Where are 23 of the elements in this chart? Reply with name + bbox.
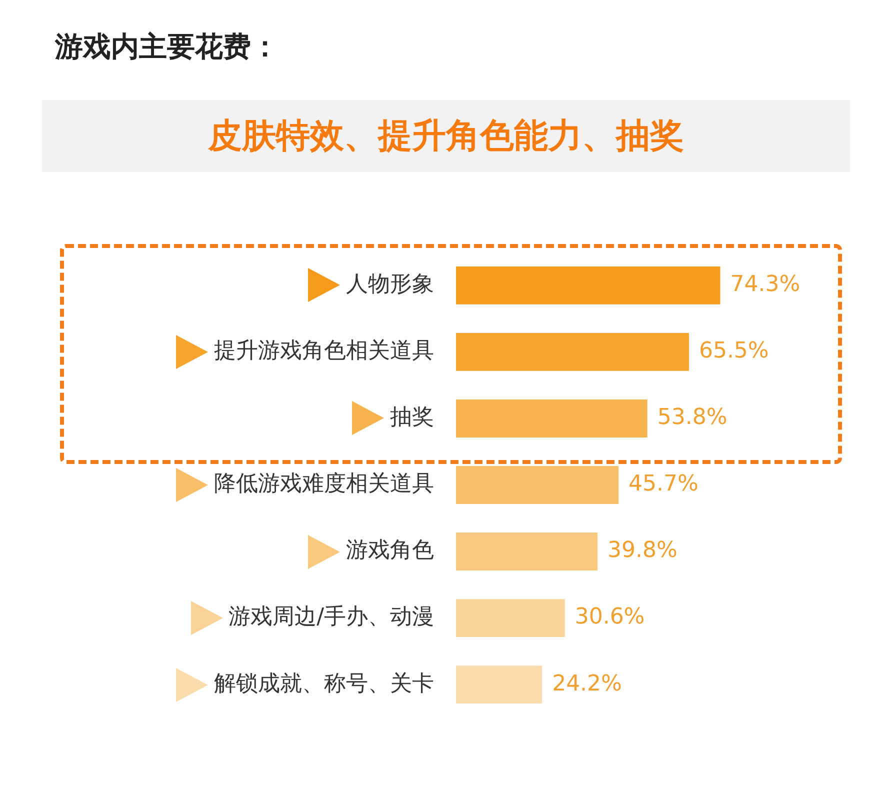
- y-tick-label: 抽奖: [390, 405, 434, 430]
- bar: [456, 599, 565, 637]
- data-label: 74.3%: [730, 272, 800, 298]
- data-label: 65.5%: [698, 338, 769, 364]
- data-label: 53.8%: [657, 405, 728, 430]
- y-tick-label: 提升游戏角色相关道具: [214, 338, 434, 364]
- y-tick-label: 解锁成就、称号、关卡: [214, 671, 434, 696]
- chart-subtitle: 皮肤特效、提升角色能力、抽奖: [42, 100, 850, 172]
- bar: [456, 466, 619, 504]
- y-tick-label: 游戏角色: [346, 538, 434, 564]
- bar: [456, 400, 648, 438]
- bar: [456, 532, 598, 570]
- y-tick-label: 人物形象: [346, 272, 434, 298]
- bar: [456, 666, 542, 704]
- y-tick-label: 游戏周边/手办、动漫: [228, 604, 434, 630]
- y-tick-label: 降低游戏难度相关道具: [214, 472, 434, 497]
- data-label: 24.2%: [552, 671, 622, 696]
- data-label: 45.7%: [628, 472, 698, 497]
- bar: [456, 333, 689, 371]
- text: 游戏内主要花费：: [55, 29, 279, 65]
- bar: [456, 266, 720, 304]
- data-label: 30.6%: [574, 604, 645, 630]
- data-label: 39.8%: [608, 538, 678, 564]
